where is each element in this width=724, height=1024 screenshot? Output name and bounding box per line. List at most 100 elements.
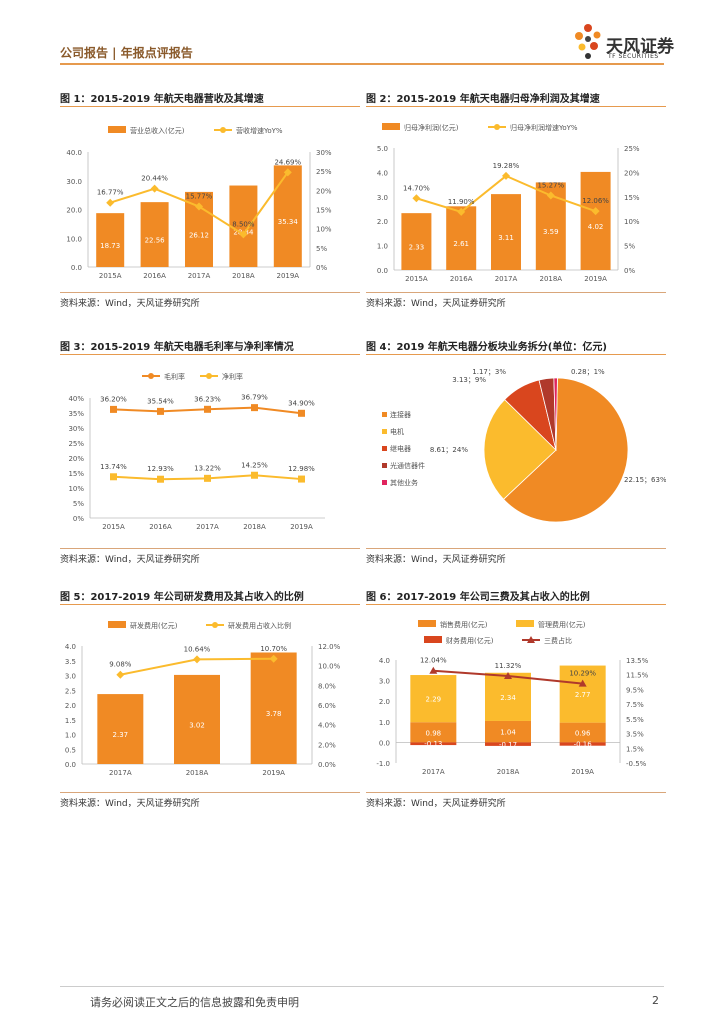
legend-label: 净利率	[222, 372, 243, 381]
fig6-title-rule	[366, 604, 666, 605]
line-marker	[110, 473, 117, 481]
fig5-title: 图 5：2017-2019 年公司研发费用及其占收入的比例	[60, 592, 304, 603]
y-tick-label: 25%	[68, 440, 84, 448]
fig1-source-rule	[60, 292, 360, 293]
line-marker	[150, 184, 159, 193]
line-value-label: 10.64%	[184, 645, 211, 653]
legend-swatch	[382, 429, 387, 434]
x-tick-label: 2016A	[450, 275, 473, 283]
x-tick-label: 2015A	[405, 275, 428, 283]
legend-marker	[494, 124, 500, 130]
y2-tick-label: 10.0%	[318, 663, 341, 671]
y2-tick-label: 5%	[624, 243, 635, 251]
bar-value-label: 3.59	[543, 228, 559, 236]
y-tick-label: 5%	[73, 500, 84, 508]
legend-swatch	[382, 480, 387, 485]
line-marker	[457, 207, 466, 216]
bar	[273, 165, 302, 267]
y-tick-label: 2.0	[65, 702, 76, 710]
line-value-label: 13.22%	[194, 464, 221, 472]
x-tick-label: 2019A	[276, 272, 299, 280]
stacked-bar	[485, 720, 531, 743]
bar-value-label: 3.78	[266, 710, 282, 718]
x-tick-label: 2018A	[243, 523, 266, 531]
line-value-label: 13.74%	[100, 463, 127, 471]
line-value-label: 8.50%	[232, 220, 255, 228]
legend-swatch	[516, 620, 534, 627]
y2-tick-label: 25%	[316, 168, 332, 176]
y2-tick-label: 1.5%	[626, 745, 644, 753]
fig6-source: 资料来源：Wind，天风证券研究所	[366, 799, 506, 809]
y-tick-label: 2.0	[377, 218, 388, 226]
y-tick-label: 1.0	[379, 719, 390, 727]
bar-value-label: 2.61	[453, 240, 469, 248]
legend-marker	[148, 373, 154, 379]
line-value-label: 14.25%	[241, 461, 268, 469]
y2-tick-label: 15%	[624, 194, 640, 202]
y-tick-label: 2.5	[65, 687, 76, 695]
y-tick-label: 0.0	[379, 739, 390, 747]
y2-tick-label: 6.0%	[318, 702, 336, 710]
pie-value-label: 22.15；63%	[624, 476, 666, 484]
line-value-label: 34.90%	[288, 399, 315, 407]
disclaimer-link[interactable]: 请务必阅读正文之后的信息披露和免责申明	[90, 996, 299, 1009]
legend-label: 电机	[390, 427, 404, 436]
x-tick-label: 2018A	[539, 275, 562, 283]
line-value-label: 10.70%	[260, 645, 287, 653]
x-tick-label: 2019A	[290, 523, 313, 531]
fig1-source: 资料来源：Wind，天风证券研究所	[60, 299, 200, 309]
y2-tick-label: 5%	[316, 245, 327, 253]
line-marker	[269, 654, 278, 663]
y2-tick-label: 8.0%	[318, 682, 336, 690]
y-tick-label: 15%	[68, 470, 84, 478]
legend-marker	[220, 127, 226, 133]
y2-tick-label: 30%	[316, 149, 332, 157]
line-value-label: 19.28%	[493, 162, 520, 170]
brand-subtitle: TF SECURITIES	[608, 53, 659, 60]
y-tick-label: 30%	[68, 425, 84, 433]
line-marker	[298, 409, 305, 417]
y2-tick-label: 7.5%	[626, 701, 644, 709]
y-tick-label: 1.5	[65, 717, 76, 725]
line-value-label: 35.54%	[147, 397, 174, 405]
bar	[250, 652, 297, 764]
y-tick-label: 2.0	[379, 698, 390, 706]
line-marker	[502, 171, 510, 180]
y2-tick-label: 11.5%	[626, 672, 649, 680]
legend-label: 归母净利润(亿元)	[404, 123, 459, 132]
fig2-source-rule	[366, 292, 666, 293]
y-tick-label: 40%	[68, 395, 84, 403]
line-marker	[239, 230, 248, 239]
bar-value-label: 1.04	[500, 729, 516, 737]
x-tick-label: 2018A	[497, 768, 520, 776]
bar	[96, 213, 125, 267]
legend-swatch	[382, 446, 387, 451]
y2-tick-label: 2.0%	[318, 741, 336, 749]
line-marker	[193, 655, 201, 664]
x-tick-label: 2017A	[495, 275, 518, 283]
y-tick-label: 4.0	[65, 643, 76, 651]
fig4-source-rule	[366, 548, 666, 549]
x-tick-label: 2017A	[109, 769, 132, 777]
y2-tick-label: 0.0%	[318, 761, 336, 769]
bar	[446, 206, 477, 270]
bar	[580, 171, 611, 270]
footer-divider	[60, 986, 664, 987]
line-marker	[110, 405, 117, 413]
legend-label: 连接器	[390, 410, 411, 419]
y2-tick-label: 4.0%	[318, 722, 336, 730]
line-value-label: 12.04%	[420, 657, 447, 665]
fig4-title-rule	[366, 354, 666, 355]
y-tick-label: 30.0	[66, 178, 82, 186]
legend-label: 其他业务	[390, 478, 418, 487]
line-value-label: 11.32%	[495, 662, 522, 670]
pie-slice	[502, 377, 629, 523]
line-value-label: 36.20%	[100, 395, 127, 403]
stacked-bar	[410, 675, 457, 723]
pie-value-label: 8.61；24%	[430, 446, 468, 454]
bar	[97, 694, 144, 764]
line-marker	[157, 407, 164, 415]
legend-swatch	[382, 123, 400, 130]
legend-swatch	[108, 621, 126, 628]
y2-tick-label: 25%	[624, 145, 640, 153]
